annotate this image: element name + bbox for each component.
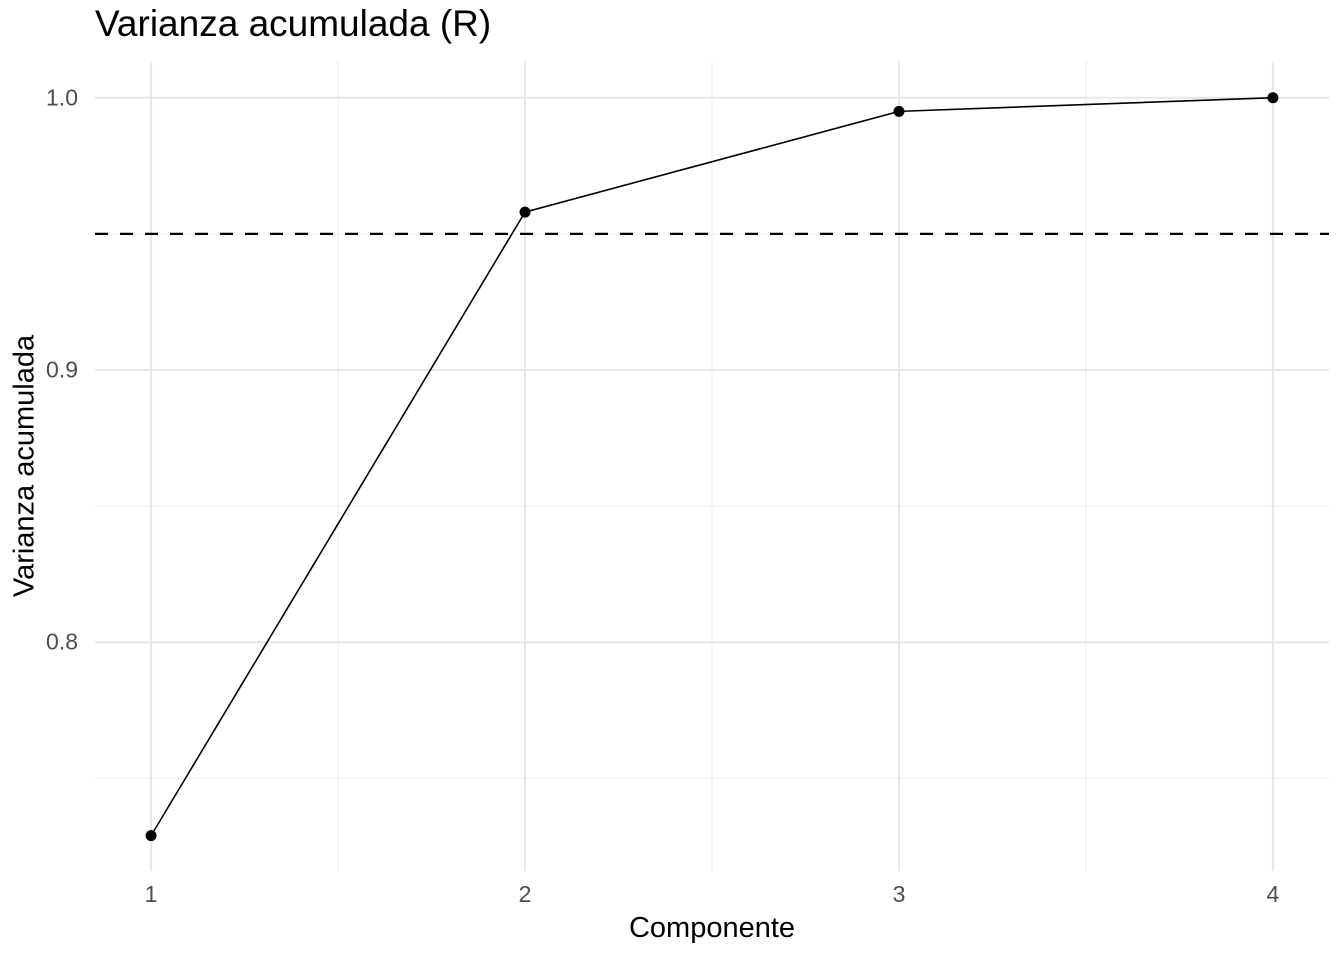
x-tick-label: 2 bbox=[518, 881, 532, 907]
data-point bbox=[893, 105, 905, 117]
series-line bbox=[150, 96, 1273, 837]
x-axis-title: Componente bbox=[628, 912, 796, 944]
y-tick-label: 1.0 bbox=[46, 84, 78, 111]
chart-title: Varianza acumulada (R) bbox=[95, 3, 492, 44]
x-tick-label: 1 bbox=[144, 881, 158, 907]
data-point bbox=[1267, 92, 1279, 104]
y-tick-label: 0.9 bbox=[46, 356, 78, 383]
data-point bbox=[519, 206, 531, 218]
x-tick-label: 3 bbox=[892, 881, 906, 907]
y-axis-title: Varianza acumulada bbox=[8, 334, 41, 598]
y-tick-label: 0.8 bbox=[46, 628, 78, 655]
data-point bbox=[145, 830, 157, 842]
x-tick-label: 4 bbox=[1266, 881, 1280, 907]
